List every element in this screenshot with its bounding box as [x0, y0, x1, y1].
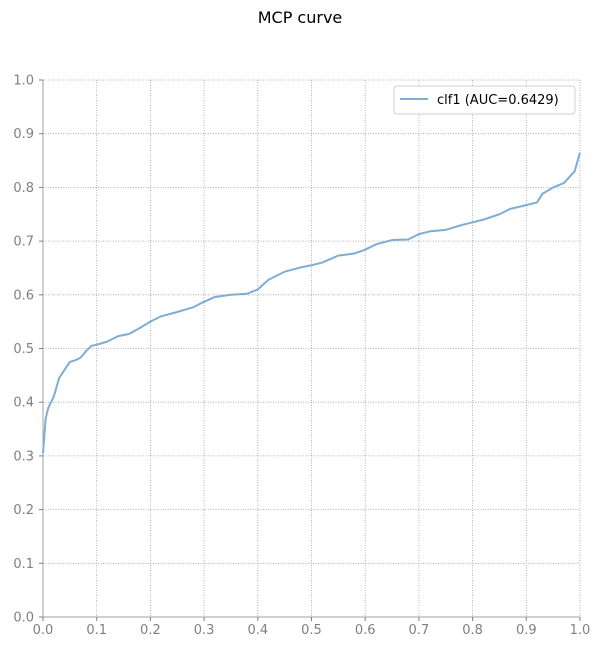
legend-label: clf1 (AUC=0.6429)	[437, 93, 559, 108]
legend: clf1 (AUC=0.6429)	[393, 85, 576, 115]
x-tick-label: 0.7	[409, 623, 430, 638]
y-tick-label: 0.4	[13, 396, 34, 411]
x-tick-label: 0.2	[140, 623, 161, 638]
y-tick-label: 0.6	[13, 288, 34, 303]
series-line-clf1	[42, 152, 581, 454]
y-tick-label: 0.3	[13, 449, 34, 464]
x-tick-label: 1.0	[570, 623, 591, 638]
x-axis-ticks: 0.0 0.1 0.2 0.3 0.4 0.5 0.6 0.7 0.8 0.9 1.0	[33, 617, 591, 638]
x-tick-label: 0.4	[247, 623, 268, 638]
x-tick-label: 0.9	[516, 623, 537, 638]
y-tick-label: 0.5	[13, 342, 34, 357]
x-tick-label: 0.6	[355, 623, 376, 638]
x-tick-label: 0.8	[462, 623, 483, 638]
y-tick-label: 0.2	[13, 503, 34, 518]
series-layer	[42, 152, 581, 454]
x-tick-label: 0.3	[194, 623, 215, 638]
y-tick-label: 0.1	[13, 557, 34, 572]
y-axis-ticks: 0.0 0.1 0.2 0.3 0.4 0.5 0.6 0.7 0.8 0.9 1.0	[13, 74, 43, 626]
x-tick-label: 0.1	[86, 623, 107, 638]
x-tick-label: 0.5	[301, 623, 322, 638]
y-tick-label: 1.0	[13, 74, 34, 89]
grid-lines	[42, 79, 581, 618]
y-tick-label: 0.0	[13, 611, 34, 626]
legend-box	[393, 85, 576, 115]
y-tick-label: 0.7	[13, 235, 34, 250]
chart-title: MCP curve	[258, 8, 343, 27]
y-tick-label: 0.9	[13, 127, 34, 142]
y-tick-label: 0.8	[13, 181, 34, 196]
x-tick-label: 0.0	[33, 623, 54, 638]
